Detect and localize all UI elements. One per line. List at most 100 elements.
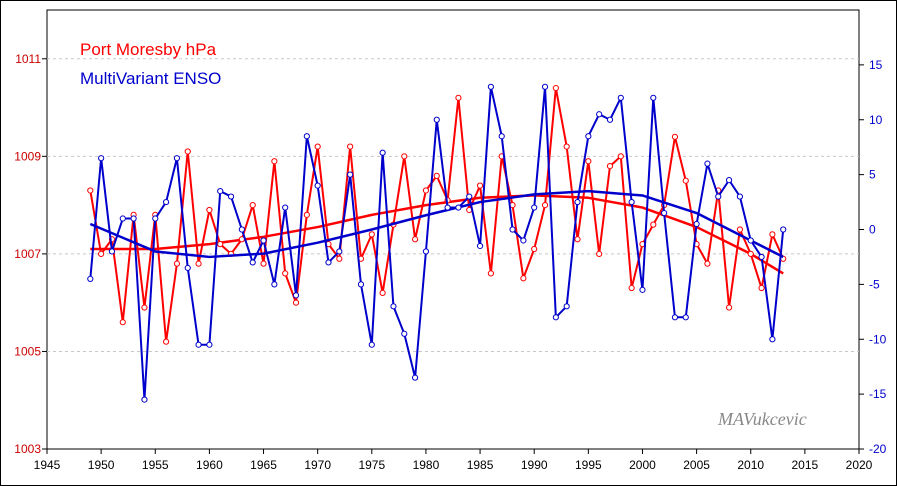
enso-data-point (563, 303, 570, 310)
left-tick-label: 1003 (14, 442, 41, 456)
port-moresby-data-point (455, 94, 462, 101)
enso-data-point (282, 204, 289, 211)
port-moresby-data-point (531, 245, 538, 253)
port-moresby-data-point (173, 260, 181, 267)
x-tick-label: 1995 (575, 458, 602, 472)
enso-data-point (444, 204, 451, 211)
enso-data-point (617, 94, 624, 101)
port-moresby-data-point (563, 143, 570, 150)
enso-data-point (217, 187, 224, 195)
enso-data-point (671, 314, 679, 321)
x-axis: 1945 1950 1955 1960 1965 1970 1975 1980 1985 1990… (34, 449, 873, 472)
port-moresby-data-point (606, 162, 614, 170)
port-moresby-data-point (476, 182, 484, 189)
enso-data-point (314, 182, 321, 189)
grid-lines (47, 58, 859, 352)
x-tick-label: 2020 (846, 458, 873, 472)
enso-data-point (531, 204, 538, 211)
enso-data-point (780, 226, 787, 233)
port-moresby-data-point (671, 133, 679, 140)
enso-data-point (325, 259, 332, 266)
left-tick-label: 1011 (15, 52, 41, 66)
enso-data-point (661, 209, 668, 217)
enso-data-point (509, 226, 516, 233)
enso-data-point (206, 341, 213, 348)
port-moresby-data-point (292, 299, 300, 306)
port-moresby-data-point (650, 221, 657, 228)
enso-data-point (747, 237, 754, 244)
port-moresby-data-point (704, 260, 711, 267)
x-tick-label: 2010 (737, 458, 764, 472)
right-tick-label: -10 (869, 332, 887, 346)
enso-data-point (628, 198, 635, 206)
port-moresby-data-point (206, 206, 213, 214)
enso-data-point (249, 259, 256, 266)
enso-series-line (89, 85, 785, 401)
enso-data-point (693, 220, 700, 228)
x-tick-label: 1950 (88, 458, 115, 472)
port-moresby-data-point (769, 231, 776, 238)
series-layer (87, 83, 787, 403)
port-moresby-data-point (98, 250, 105, 257)
legend-label-enso: MultiVariant ENSO (80, 69, 221, 88)
enso-data-point (487, 83, 494, 90)
port-moresby-data-point (433, 172, 440, 179)
enso-data-point (498, 133, 505, 140)
x-tick-label: 1960 (196, 458, 223, 472)
enso-data-point (769, 336, 776, 343)
x-tick-label: 1955 (142, 458, 169, 472)
port-moresby-data-point (162, 338, 170, 345)
left-tick-label: 1007 (14, 247, 41, 261)
x-tick-label: 1975 (358, 458, 385, 472)
port-moresby-data-point (368, 231, 375, 238)
left-tick-label: 1005 (14, 344, 41, 358)
port-moresby-data-point (184, 148, 191, 155)
enso-data-point (606, 116, 614, 123)
enso-data-point (520, 237, 527, 244)
port-moresby-data-point (596, 250, 603, 257)
enso-data-point (108, 248, 116, 255)
port-moresby-data-point (747, 250, 754, 257)
enso-data-point (152, 215, 159, 222)
port-moresby-data-point (487, 270, 494, 277)
enso-data-point (195, 341, 202, 348)
enso-data-point (682, 314, 689, 321)
enso-data-point (552, 314, 559, 321)
port-moresby-data-point (682, 177, 689, 184)
port-moresby-data-point (552, 84, 559, 92)
enso-data-point (184, 264, 191, 272)
enso-data-point (260, 237, 267, 244)
port-moresby-data-point (574, 236, 581, 243)
port-moresby-data-point (541, 202, 549, 209)
port-moresby-data-point (585, 158, 592, 165)
x-tick-label: 1985 (467, 458, 494, 472)
left-tick-label: 1009 (14, 149, 41, 163)
enso-data-point (357, 281, 365, 288)
enso-data-point (725, 177, 733, 184)
enso-data-point (390, 303, 397, 310)
enso-data-point (758, 253, 765, 261)
port-moresby-data-point (119, 319, 126, 326)
enso-data-point (336, 248, 343, 255)
port-moresby-data-point (314, 143, 321, 150)
x-tick-label: 1970 (304, 458, 331, 472)
enso-data-point (368, 341, 375, 348)
right-tick-label: 15 (869, 58, 883, 72)
port-moresby-data-point (347, 143, 354, 150)
port-moresby-data-point (260, 260, 267, 267)
port-moresby-data-point (249, 202, 256, 209)
x-tick-label: 1980 (413, 458, 440, 472)
enso-data-point (173, 155, 181, 162)
enso-data-point (541, 83, 549, 90)
enso-data-point (433, 116, 440, 123)
enso-data-point (596, 111, 603, 118)
x-tick-label: 1945 (34, 458, 61, 472)
enso-data-point (87, 275, 94, 282)
right-y-axis: -20 -15 -10 -5 0 5 10 15 (859, 58, 887, 456)
legend-label-port-moresby: Port Moresby hPa (80, 40, 217, 59)
x-tick-label: 2000 (629, 458, 656, 472)
right-tick-label: 0 (869, 223, 876, 237)
right-tick-label: -20 (869, 442, 887, 456)
enso-data-point (704, 160, 711, 167)
